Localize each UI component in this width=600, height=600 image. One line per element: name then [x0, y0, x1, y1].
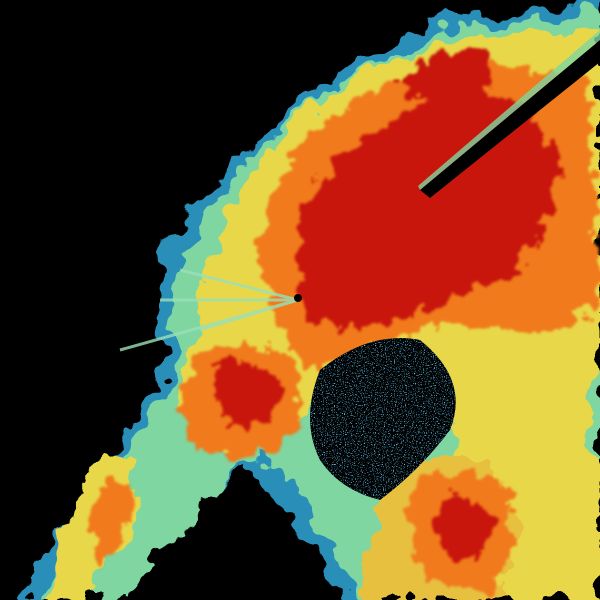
echo-intense [210, 48, 560, 560]
clutter-spokes [119, 268, 299, 352]
beam-blockage [420, 40, 600, 198]
clear-region [310, 338, 456, 500]
blockage-edge [418, 30, 600, 190]
radar-site [294, 294, 302, 302]
